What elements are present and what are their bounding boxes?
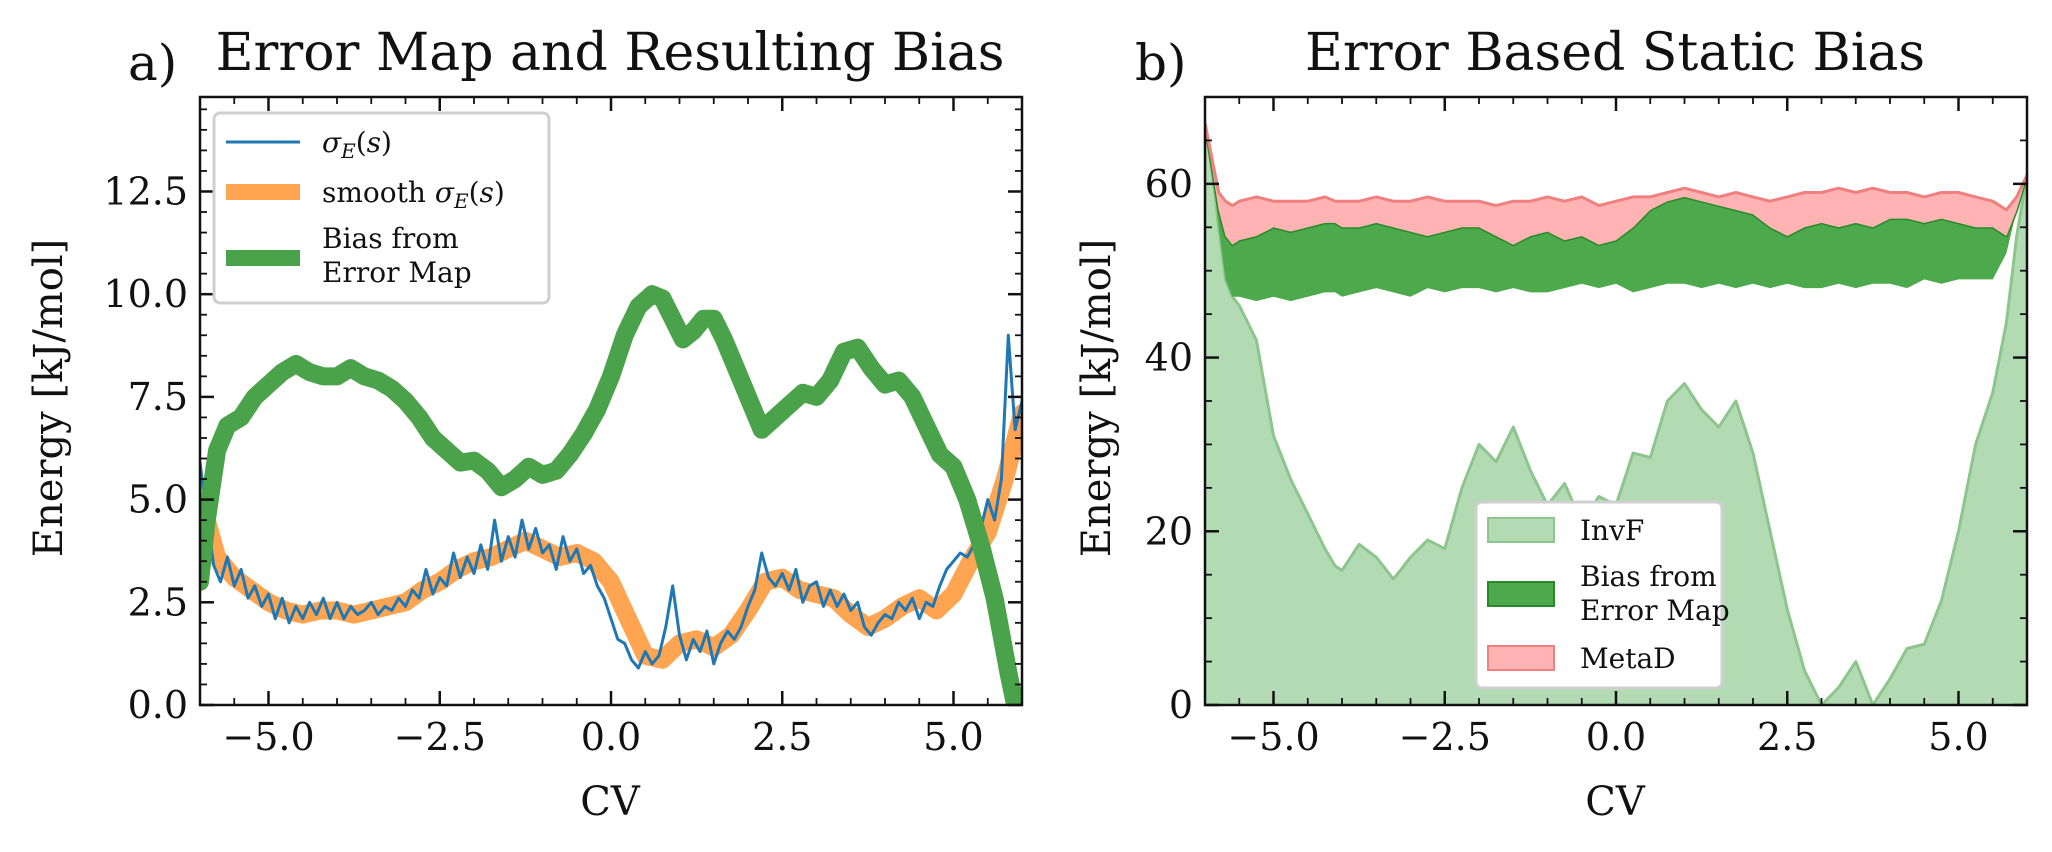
panel-a-xlabel: CV	[580, 779, 641, 825]
metad-area-edge	[1205, 122, 2027, 212]
panel-b-ytick-label: 0	[1169, 683, 1193, 727]
panel-a-ytick-label: 0.0	[128, 683, 188, 727]
panel-a-ytick-label: 12.5	[103, 169, 188, 213]
panel-a-letter: a)	[128, 34, 177, 92]
panel-a-legend: σE(s) smooth σE(s) Bias from Error Map	[212, 111, 551, 305]
panel-a-ytick-label: 5.0	[128, 478, 188, 522]
panel-b-legend-box	[1474, 500, 1724, 690]
panel-b-ytick-label: 20	[1145, 509, 1193, 553]
panel-a-ytick-label: 7.5	[128, 375, 188, 419]
panel-b-xtick-label: 5.0	[1928, 715, 1988, 759]
panel-a-ylabel: Energy [kJ/mol]	[26, 239, 72, 557]
panel-b: b) Error Based Static Bias CV Energy [kJ…	[1074, 23, 2029, 825]
panel-a-xtick-label: 0.0	[581, 715, 641, 759]
panel-b-xtick-label: −5.0	[1227, 715, 1319, 759]
legend-swatch-bias-error-map	[1487, 581, 1555, 607]
legend-label-sigma: σE(s)	[322, 126, 392, 163]
bias-from-error-map-line	[200, 285, 1022, 705]
legend-swatch-metad	[1487, 645, 1555, 671]
legend-label-metad: MetaD	[1580, 642, 1676, 675]
panel-b-xtick-label: −2.5	[1399, 715, 1491, 759]
panel-b-ytick-label: 60	[1145, 162, 1193, 206]
panel-b-letter: b)	[1135, 34, 1187, 92]
panel-a-title: Error Map and Resulting Bias	[216, 23, 1005, 83]
metad-area	[1205, 123, 2027, 245]
panel-a-ytick-label: 2.5	[128, 580, 188, 624]
panel-a-xtick-label: 5.0	[923, 715, 983, 759]
panel-b-ytick-label: 40	[1145, 336, 1193, 380]
panel-b-ylabel: Energy [kJ/mol]	[1074, 239, 1120, 557]
legend-label-bias-error-map-line1: Bias from	[1580, 560, 1717, 593]
legend-label-bias-error-map-line2: Error Map	[1580, 594, 1730, 627]
sigma-line	[200, 333, 1022, 670]
smooth-sigma-line	[200, 404, 1022, 669]
panel-a-ticks: −5.0 −2.5 0.0 2.5 5.0 0.0 2.5 5.0 7.5 10.0 12.5	[103, 97, 1023, 759]
panel-a-ytick-label: 10.0	[103, 272, 188, 316]
bias-from-error-map-area	[1205, 123, 2027, 302]
panel-b-xlabel: CV	[1585, 779, 1646, 825]
legend-label-bias-line2: Error Map	[322, 256, 472, 289]
panel-b-xtick-label: 0.0	[1586, 715, 1646, 759]
panel-a-xtick-label: −5.0	[222, 715, 314, 759]
panel-a-frame	[198, 95, 1024, 707]
panel-b-legend: InvF Bias from Error Map MetaD	[1474, 500, 1730, 690]
panel-b-frame	[1203, 95, 2029, 707]
legend-label-bias-line1: Bias from	[322, 222, 459, 255]
legend-label-smooth-sigma: smooth σE(s)	[322, 176, 505, 213]
panel-b-title: Error Based Static Bias	[1305, 23, 1925, 83]
legend-swatch-invf	[1487, 517, 1555, 543]
panel-b-xtick-label: 2.5	[1757, 715, 1817, 759]
panel-a-xtick-label: −2.5	[394, 715, 486, 759]
panel-a-plot-area	[200, 285, 1022, 705]
panel-a-xtick-label: 2.5	[752, 715, 812, 759]
legend-label-invf: InvF	[1580, 514, 1644, 547]
panel-a: a) Error Map and Resulting Bias CV Energ…	[26, 23, 1024, 825]
